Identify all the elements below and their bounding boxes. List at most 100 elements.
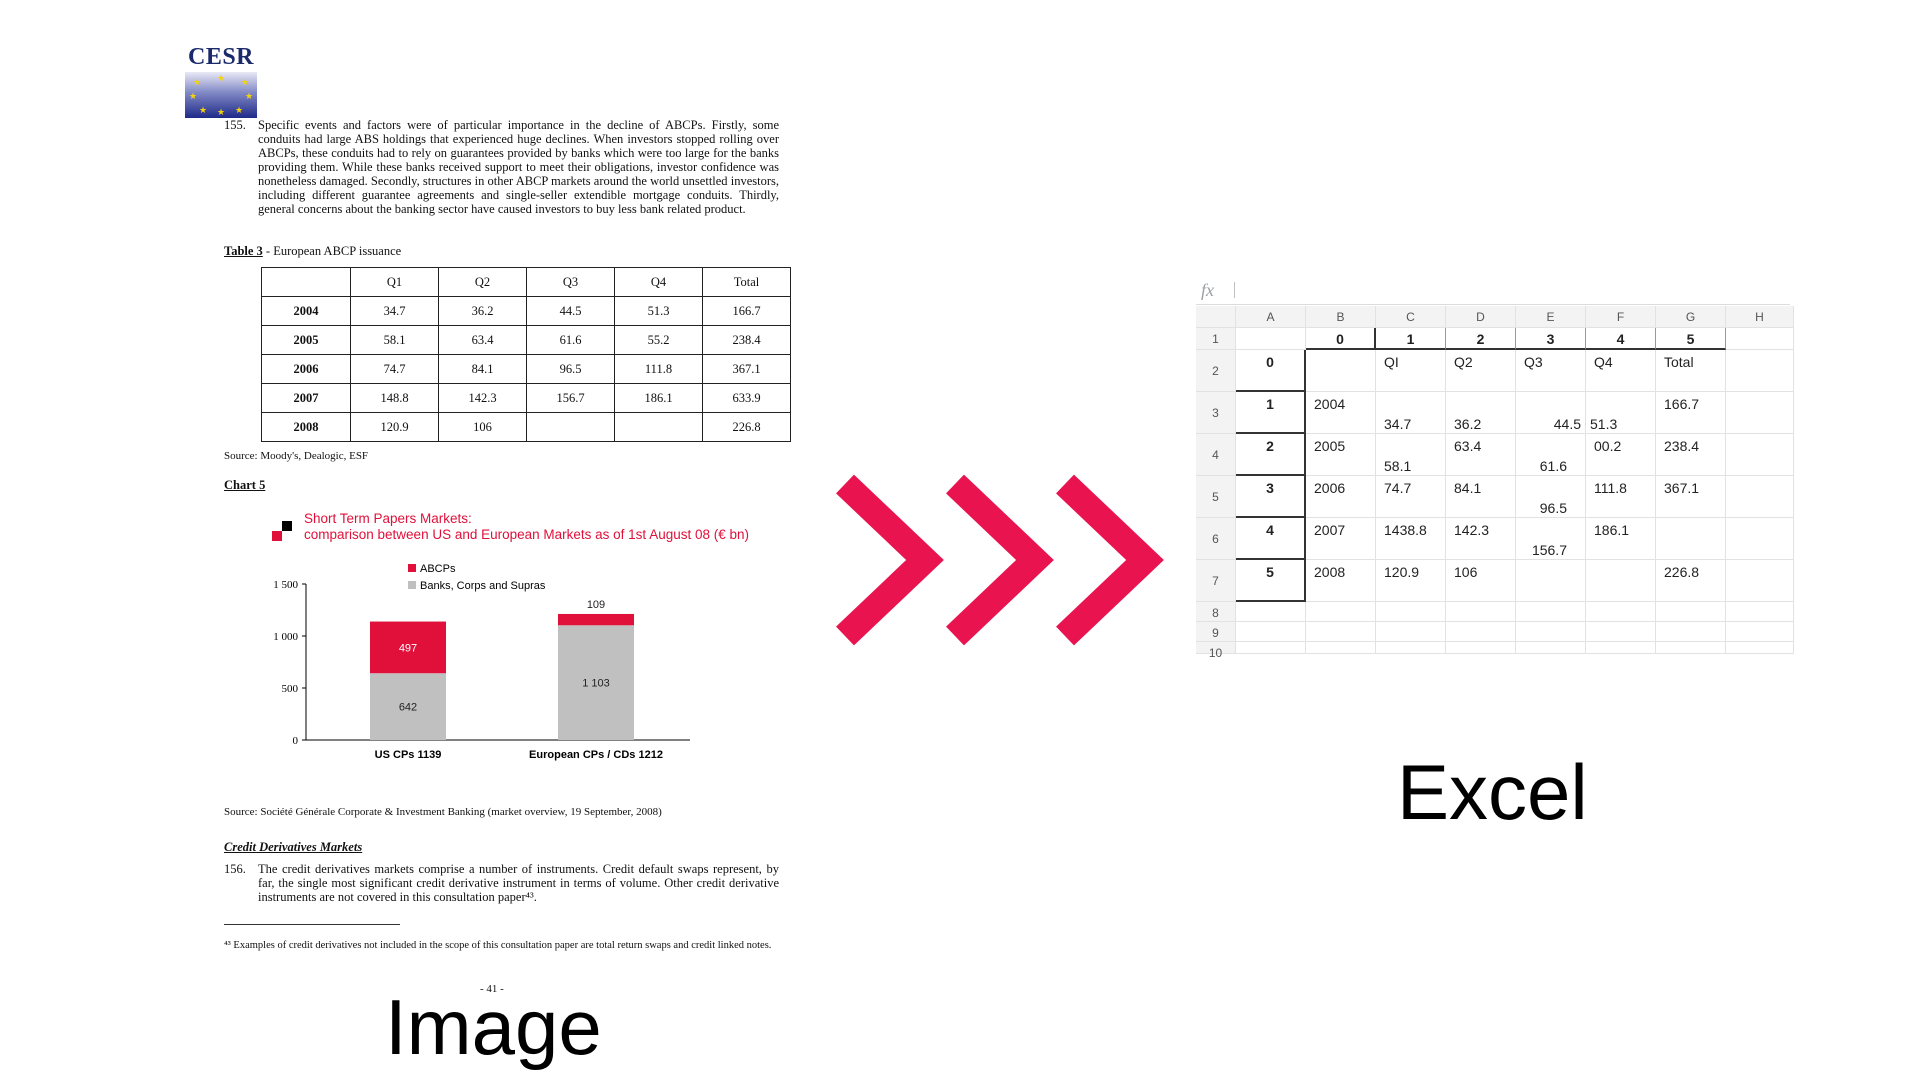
cell-a3[interactable]: 1 — [1236, 392, 1306, 434]
column-header-f[interactable]: F — [1586, 306, 1656, 328]
cell-g6[interactable] — [1656, 518, 1726, 560]
cell-c1[interactable]: 1 — [1376, 328, 1446, 350]
cell-g1[interactable]: 5 — [1656, 328, 1726, 350]
row-header-7[interactable]: 7 — [1196, 560, 1236, 602]
column-header-b[interactable]: B — [1306, 306, 1376, 328]
cell-c8[interactable] — [1376, 602, 1446, 622]
cell-c4[interactable]: 58.1 — [1376, 434, 1446, 476]
cell-g4[interactable]: 238.4 — [1656, 434, 1726, 476]
cell-c3[interactable]: 34.7 — [1376, 392, 1446, 434]
cell-d5[interactable]: 84.1 — [1446, 476, 1516, 518]
cell-b10[interactable] — [1306, 642, 1376, 654]
cell-d8[interactable] — [1446, 602, 1516, 622]
cell-f4[interactable]: 00.2 — [1586, 434, 1656, 476]
cell-h4[interactable] — [1726, 434, 1794, 476]
cell-b9[interactable] — [1306, 622, 1376, 642]
column-header-c[interactable]: C — [1376, 306, 1446, 328]
cell-d4[interactable]: 63.4 — [1446, 434, 1516, 476]
cell-d9[interactable] — [1446, 622, 1516, 642]
cell-b2[interactable] — [1306, 350, 1376, 392]
cell-f8[interactable] — [1586, 602, 1656, 622]
cell-f1[interactable]: 4 — [1586, 328, 1656, 350]
cell-e9[interactable] — [1516, 622, 1586, 642]
cell-g10[interactable] — [1656, 642, 1726, 654]
cell-d3[interactable]: 36.2 — [1446, 392, 1516, 434]
cell-a2[interactable]: 0 — [1236, 350, 1306, 392]
cell-f9[interactable] — [1586, 622, 1656, 642]
row-header-1[interactable]: 1 — [1196, 328, 1236, 350]
cell-e3[interactable]: 44.5 — [1516, 392, 1586, 434]
cell-a7[interactable]: 5 — [1236, 560, 1306, 602]
cell-e6[interactable]: 156.7 — [1516, 518, 1586, 560]
cell-a6[interactable]: 4 — [1236, 518, 1306, 560]
cell-a8[interactable] — [1236, 602, 1306, 622]
cell-b5[interactable]: 2006 — [1306, 476, 1376, 518]
cell-e1[interactable]: 3 — [1516, 328, 1586, 350]
cell-f6[interactable]: 186.1 — [1586, 518, 1656, 560]
cell-b7[interactable]: 2008 — [1306, 560, 1376, 602]
cell-d1[interactable]: 2 — [1446, 328, 1516, 350]
cell-e2[interactable]: Q3 — [1516, 350, 1586, 392]
row-header-3[interactable]: 3 — [1196, 392, 1236, 434]
row-header-5[interactable]: 5 — [1196, 476, 1236, 518]
cell-h7[interactable] — [1726, 560, 1794, 602]
cell-b8[interactable] — [1306, 602, 1376, 622]
cell-g8[interactable] — [1656, 602, 1726, 622]
cell-b4[interactable]: 2005 — [1306, 434, 1376, 476]
cell-g3[interactable]: 166.7 — [1656, 392, 1726, 434]
cell-g2[interactable]: Total — [1656, 350, 1726, 392]
row-header-6[interactable]: 6 — [1196, 518, 1236, 560]
cell-h8[interactable] — [1726, 602, 1794, 622]
cell-c5[interactable]: 74.7 — [1376, 476, 1446, 518]
cell-d6[interactable]: 142.3 — [1446, 518, 1516, 560]
cell-b3[interactable]: 2004 — [1306, 392, 1376, 434]
row-header-9[interactable]: 9 — [1196, 622, 1236, 642]
cell-c7[interactable]: 120.9 — [1376, 560, 1446, 602]
column-header-a[interactable]: A — [1236, 306, 1306, 328]
cell-d10[interactable] — [1446, 642, 1516, 654]
cell-a4[interactable]: 2 — [1236, 434, 1306, 476]
cell-b6[interactable]: 2007 — [1306, 518, 1376, 560]
cell-f7[interactable] — [1586, 560, 1656, 602]
cell-f2[interactable]: Q4 — [1586, 350, 1656, 392]
select-all-corner[interactable] — [1196, 306, 1236, 328]
cell-c9[interactable] — [1376, 622, 1446, 642]
cell-f5[interactable]: 111.8 — [1586, 476, 1656, 518]
cell-c6[interactable]: 1438.8 — [1376, 518, 1446, 560]
cell-g5[interactable]: 367.1 — [1656, 476, 1726, 518]
cell-a1[interactable] — [1236, 328, 1306, 350]
row-header-2[interactable]: 2 — [1196, 350, 1236, 392]
cell-e8[interactable] — [1516, 602, 1586, 622]
cell-d2[interactable]: Q2 — [1446, 350, 1516, 392]
cell-h9[interactable] — [1726, 622, 1794, 642]
cell-h10[interactable] — [1726, 642, 1794, 654]
row-header-4[interactable]: 4 — [1196, 434, 1236, 476]
cell-e7[interactable] — [1516, 560, 1586, 602]
cell-e10[interactable] — [1516, 642, 1586, 654]
formula-bar[interactable]: fx — [1196, 276, 1790, 305]
cell-h5[interactable] — [1726, 476, 1794, 518]
cell-f3[interactable]: 51.3 — [1586, 392, 1656, 434]
cell-a5[interactable]: 3 — [1236, 476, 1306, 518]
cell-f10[interactable] — [1586, 642, 1656, 654]
cell-h2[interactable] — [1726, 350, 1794, 392]
cell-b1[interactable]: 0 — [1306, 328, 1376, 350]
cell-d7[interactable]: 106 — [1446, 560, 1516, 602]
column-header-d[interactable]: D — [1446, 306, 1516, 328]
cell-g9[interactable] — [1656, 622, 1726, 642]
column-header-g[interactable]: G — [1656, 306, 1726, 328]
row-header-10[interactable]: 10 — [1196, 642, 1236, 660]
cell-a9[interactable] — [1236, 622, 1306, 642]
cell-g7[interactable]: 226.8 — [1656, 560, 1726, 602]
cell-c2[interactable]: QI — [1376, 350, 1446, 392]
cell-e4[interactable]: 61.6 — [1516, 434, 1586, 476]
cell-e5[interactable]: 96.5 — [1516, 476, 1586, 518]
cell-h1[interactable] — [1726, 328, 1794, 350]
cell-h3[interactable] — [1726, 392, 1794, 434]
cell-a10[interactable] — [1236, 642, 1306, 654]
cell-c10[interactable] — [1376, 642, 1446, 654]
column-header-e[interactable]: E — [1516, 306, 1586, 328]
column-header-h[interactable]: H — [1726, 306, 1794, 328]
row-header-8[interactable]: 8 — [1196, 602, 1236, 622]
cell-h6[interactable] — [1726, 518, 1794, 560]
